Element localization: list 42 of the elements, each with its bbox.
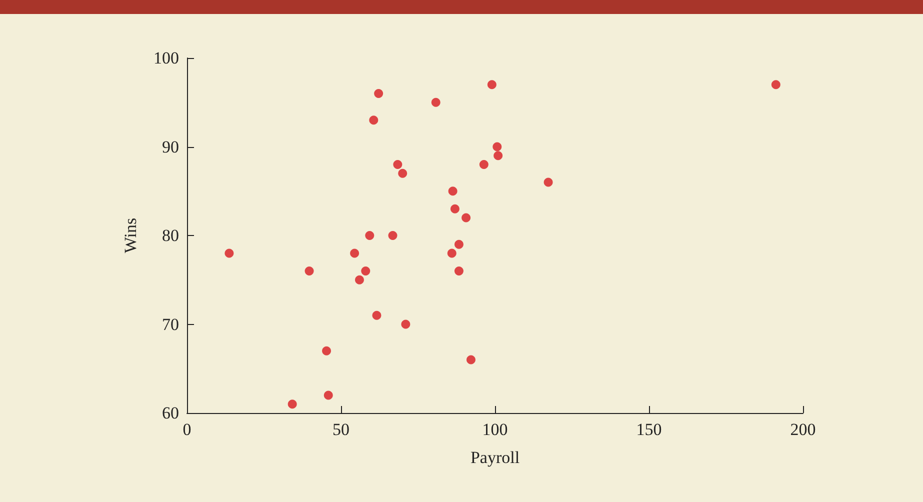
x-tick-label: 100 (482, 420, 508, 439)
point (324, 390, 333, 400)
point (354, 275, 364, 284)
point (454, 266, 464, 276)
y-tick-label: 90 (162, 137, 179, 156)
point (350, 248, 360, 258)
point (487, 80, 496, 90)
x-tick-label: 200 (790, 420, 816, 439)
y-tick-label: 80 (162, 226, 179, 245)
point (372, 310, 382, 320)
point (393, 160, 402, 169)
point (494, 151, 503, 160)
point (479, 160, 488, 169)
point (374, 89, 384, 98)
point (450, 204, 460, 214)
point (431, 98, 440, 107)
point (544, 178, 553, 187)
point (448, 186, 458, 196)
point (365, 231, 374, 240)
y-tick-label: 70 (162, 314, 179, 334)
point (771, 80, 780, 90)
x-tick-label: 0 (182, 420, 192, 439)
point (388, 231, 398, 240)
y-tick-label: 60 (162, 404, 179, 422)
x-tick-label: 150 (636, 420, 662, 439)
point (401, 320, 410, 329)
point (492, 142, 502, 152)
y-axis-title: Wins (121, 218, 140, 254)
point (447, 248, 456, 258)
point (398, 168, 408, 178)
point (304, 266, 314, 276)
point (224, 248, 234, 258)
point (454, 240, 464, 249)
point (466, 355, 476, 364)
point (322, 346, 332, 356)
x-tick-label: 50 (332, 420, 350, 439)
point (369, 116, 378, 125)
point (361, 266, 370, 276)
y-tick-label: 100 (154, 48, 179, 68)
x-axis-title: Payroll (470, 448, 520, 467)
point (288, 400, 297, 409)
point (462, 213, 471, 222)
